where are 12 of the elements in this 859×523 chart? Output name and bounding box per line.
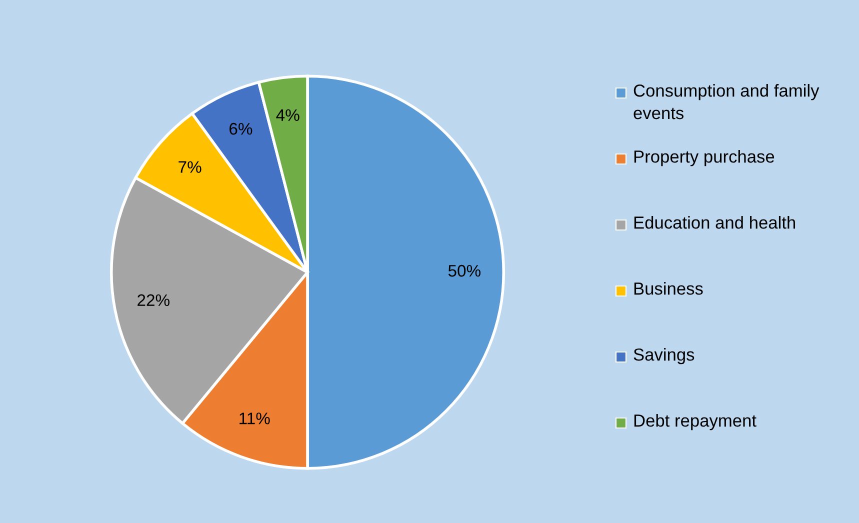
legend-label: Debt repayment xyxy=(634,414,756,430)
data-label: 7% xyxy=(178,161,202,173)
legend-label: Education and health xyxy=(634,216,796,229)
data-label: 4% xyxy=(276,109,300,121)
data-label: 6% xyxy=(230,122,252,135)
data-label: 22% xyxy=(138,294,170,306)
data-label: 50% xyxy=(448,264,481,277)
legend-label: Consumption and family events xyxy=(634,84,820,120)
legend-label: Business xyxy=(634,282,703,295)
legend-label: Savings xyxy=(634,348,694,364)
legend-label: Property purchase xyxy=(634,150,774,166)
data-label: 11% xyxy=(240,412,270,424)
